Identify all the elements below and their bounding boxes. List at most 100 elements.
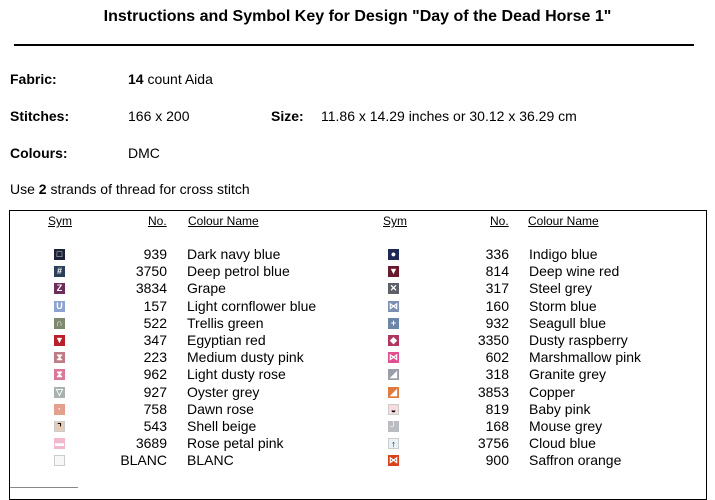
thread-number: 157 [143,297,167,314]
symbol-swatch-icon: ▼ [54,335,65,346]
symbol-swatch-icon: ⋈ [388,455,399,467]
colour-name: Saffron orange [529,452,622,469]
thread-number: 347 [143,332,167,348]
thread-number: 3689 [135,435,167,452]
thread-note: Use 2 strands of thread for cross stitch [10,181,250,197]
thread-number: 160 [485,297,509,314]
colour-name: Deep petrol blue [187,263,290,280]
header-name-right: Colour Name [528,214,599,228]
colours-value: DMC [128,145,160,161]
symbol-swatch-icon: ⧗ [54,352,65,364]
thread-number: 522 [143,314,167,331]
key-row: ▼ 814 Deep wine red [0,263,715,280]
size-value: 11.86 x 14.29 inches or 30.12 x 36.29 cm [321,108,577,124]
colour-name: Light cornflower blue [187,297,317,314]
colour-name: Steel grey [529,280,593,297]
symbol-swatch-icon: ● [388,249,399,260]
key-row: ▽ 927 Oyster grey [0,384,715,401]
symbol-swatch-icon [54,455,65,467]
key-row: ⧗ 962 Light dusty rose [0,366,715,383]
thread-number: BLANC [120,452,167,469]
stitches-label: Stitches: [10,108,70,124]
key-row: ✕ 317 Steel grey [0,280,715,297]
thread-number: 900 [485,452,509,469]
symbol-swatch-icon: · [54,403,65,415]
symbol-swatch-icon: Z [54,283,65,295]
thread-number: 3350 [477,332,509,348]
symbol-swatch-icon: + [388,317,399,329]
key-row: ⋈ 602 Marshmallow pink [0,349,715,366]
header-no-right: No. [490,214,509,228]
symbol-swatch-icon: ┘ [388,421,399,432]
thread-number: 317 [485,280,509,297]
key-row: U 157 Light cornflower blue [0,298,715,315]
colour-name: Mouse grey [529,418,603,434]
thread-number: 927 [143,383,167,400]
thread-number: 223 [143,349,167,366]
colour-name: Dark navy blue [187,246,281,262]
thread-number: 318 [485,366,509,383]
title-underline [14,44,694,46]
thread-number: 602 [485,349,509,366]
key-row: ∩ 522 Trellis green [0,315,715,332]
key-row: #3750 Deep petrol blue [0,263,715,280]
colour-name: BLANC [187,452,234,469]
key-row: ▼ 347 Egyptian red [0,332,715,349]
key-row: ⌝ 543 Shell beige [0,418,715,435]
key-row: ◆ 3350 Dusty raspberry [0,332,715,349]
colour-name: Marshmallow pink [529,349,642,366]
fabric-count: 14 [128,71,144,87]
thread-number: 168 [485,418,509,434]
symbol-swatch-icon: ◆ [388,335,399,346]
colour-name: Cloud blue [529,435,596,452]
symbol-swatch-icon: ◒ [388,403,399,415]
colour-name: Medium dusty pink [187,349,304,366]
colour-name: Baby pink [529,400,591,417]
thread-number: 543 [143,418,167,434]
thread-number: 336 [485,246,509,262]
thread-number: 3756 [477,435,509,452]
thread-number: 962 [143,366,167,383]
header-sym-left: Sym [48,214,72,228]
thread-number: 814 [485,263,509,280]
stitches-value: 166 x 200 [128,108,190,124]
key-row: ◢ 3853 Copper [0,384,715,401]
key-row: ⧗ 223 Medium dusty pink [0,349,715,366]
note-strands: 2 [38,181,47,197]
symbol-swatch-icon: ∩ [54,317,65,329]
symbol-swatch-icon: ▼ [388,266,399,278]
page-title: Instructions and Symbol Key for Design "… [103,8,612,25]
fabric-rest: count Aida [143,71,213,87]
header-name-left: Colour Name [188,214,259,228]
colour-name: Trellis green [187,314,264,331]
colour-name: Light dusty rose [187,366,286,383]
symbol-swatch-icon: ▬ [54,438,65,450]
thread-number: 939 [143,246,167,262]
bottom-divider [10,487,78,488]
colour-name: Copper [529,383,575,400]
colour-name: Egyptian red [187,332,266,348]
symbol-swatch-icon: □ [54,249,65,260]
fabric-value: 14 count Aida [128,71,213,87]
key-row: · 758 Dawn rose [0,401,715,418]
symbol-swatch-icon: ⧗ [54,369,65,381]
symbol-swatch-icon: ✕ [388,283,399,295]
symbol-swatch-icon: ◢ [388,386,399,398]
key-row: ┘ 168 Mouse grey [0,418,715,435]
symbol-swatch-icon: ⌝ [54,421,65,432]
key-row: ◢ 318 Granite grey [0,366,715,383]
key-row: ⋈ 900 Saffron orange [0,452,715,469]
note-pre: Use [10,181,39,197]
header-sym-right: Sym [383,214,407,228]
key-row: +932 Seagull blue [0,315,715,332]
key-row: ⋈ 160 Storm blue [0,298,715,315]
header-no-left: No. [148,214,167,228]
symbol-swatch-icon: U [54,300,65,312]
key-row: ↑ 3756 Cloud blue [0,435,715,452]
key-row: ◒ 819 Baby pink [0,401,715,418]
colour-name: Seagull blue [529,314,607,331]
thread-number: 3750 [135,263,167,280]
symbol-swatch-icon: ↑ [388,438,399,450]
colour-name: Shell beige [187,418,257,434]
fabric-label: Fabric: [10,71,57,87]
